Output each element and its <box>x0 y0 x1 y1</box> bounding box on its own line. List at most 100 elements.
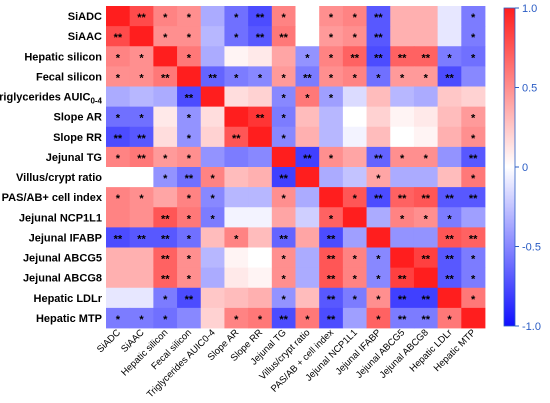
heatmap-cell <box>342 46 367 67</box>
significance-marker: * <box>376 72 381 84</box>
heatmap-cell <box>342 146 367 168</box>
heatmap-cell <box>106 207 131 228</box>
heatmap-cell <box>271 207 296 228</box>
heatmap-cell <box>106 307 131 329</box>
heatmap-cell <box>342 26 367 47</box>
heatmap-cell <box>390 86 415 108</box>
significance-marker: * <box>471 52 476 64</box>
heatmap-cell <box>390 106 415 128</box>
heatmap-cell <box>106 247 131 269</box>
heatmap-cell <box>295 247 320 269</box>
heatmap-cell <box>366 46 391 67</box>
heatmap-cell <box>366 126 391 148</box>
row-label: Jejunal IFABP <box>29 232 102 244</box>
heatmap-cell <box>271 6 296 27</box>
heatmap-cell <box>200 146 225 168</box>
heatmap-cell <box>106 167 131 188</box>
heatmap-cell <box>200 106 225 128</box>
heatmap-cell <box>153 227 178 248</box>
heatmap-cell <box>200 207 225 228</box>
significance-marker: * <box>210 173 215 185</box>
heatmap-cell <box>342 106 367 128</box>
colorbar-tick-label: -0.5 <box>522 242 541 254</box>
heatmap-cell <box>129 66 154 87</box>
significance-marker: * <box>163 173 168 185</box>
significance-marker: * <box>353 72 358 84</box>
significance-marker: * <box>139 193 144 205</box>
heatmap-cell <box>342 187 367 208</box>
heatmap-cell <box>129 267 154 289</box>
heatmap-cell <box>224 6 249 27</box>
heatmap-cell <box>129 187 154 208</box>
column-label: SiADC <box>95 327 123 355</box>
heatmap-cell <box>177 167 202 188</box>
heatmap-cell <box>413 26 439 47</box>
significance-marker: ** <box>232 133 241 145</box>
significance-marker: * <box>376 274 381 286</box>
significance-marker: * <box>400 213 405 225</box>
heatmap-cell <box>319 247 344 269</box>
heatmap-cell <box>366 66 391 87</box>
heatmap-cell <box>129 26 154 47</box>
heatmap-cell <box>295 307 320 329</box>
heatmap-cell <box>271 187 296 208</box>
heatmap-cell <box>413 167 439 188</box>
heatmap-cell <box>177 106 202 128</box>
heatmap-cells <box>106 6 486 329</box>
significance-marker: * <box>116 153 121 165</box>
heatmap-cell <box>461 167 486 188</box>
significance-marker: * <box>305 314 310 326</box>
heatmap-cell <box>390 207 415 228</box>
heatmap-cell <box>153 46 178 67</box>
heatmap-cell <box>271 307 296 329</box>
significance-marker: * <box>163 153 168 165</box>
significance-marker: * <box>353 294 358 306</box>
heatmap-cell <box>153 6 178 27</box>
heatmap-cell <box>437 247 462 269</box>
heatmap-cell <box>129 46 154 67</box>
heatmap-cell <box>224 66 249 87</box>
heatmap-cell <box>461 66 486 87</box>
significance-marker: ** <box>422 294 431 306</box>
heatmap-cell <box>366 187 391 208</box>
heatmap-cell <box>129 287 154 309</box>
significance-marker: * <box>187 254 192 266</box>
heatmap-cell <box>271 106 296 128</box>
heatmap-cell <box>461 146 486 168</box>
heatmap-cell <box>413 247 439 269</box>
significance-marker: * <box>234 233 239 245</box>
heatmap-cell <box>248 227 273 248</box>
heatmap-cell <box>342 126 367 148</box>
significance-marker: ** <box>161 213 170 225</box>
significance-marker: * <box>471 274 476 286</box>
heatmap-cell <box>319 86 344 108</box>
significance-marker: * <box>353 193 358 205</box>
heatmap-cell <box>342 247 367 269</box>
significance-marker: ** <box>445 72 454 84</box>
significance-marker: * <box>163 32 168 44</box>
heatmap-cell <box>319 267 344 289</box>
row-label: SiADC <box>68 11 102 23</box>
heatmap-cell <box>200 86 225 108</box>
significance-marker: * <box>163 314 168 326</box>
significance-marker: * <box>116 193 121 205</box>
heatmap-cell <box>224 267 249 289</box>
significance-marker: ** <box>161 233 170 245</box>
heatmap-cell <box>129 207 154 228</box>
heatmap-cell <box>200 187 225 208</box>
heatmap-cell <box>461 207 486 228</box>
heatmap-cell <box>437 26 462 47</box>
significance-marker: ** <box>137 133 146 145</box>
heatmap-cell <box>248 287 273 309</box>
heatmap-cell <box>106 46 131 67</box>
significance-marker: * <box>471 294 476 306</box>
significance-marker: * <box>116 72 121 84</box>
heatmap-cell <box>295 26 320 47</box>
heatmap-cell <box>248 207 273 228</box>
heatmap-cell <box>224 126 249 148</box>
significance-marker: * <box>187 193 192 205</box>
significance-marker: * <box>471 12 476 24</box>
heatmap-cell <box>437 106 462 128</box>
